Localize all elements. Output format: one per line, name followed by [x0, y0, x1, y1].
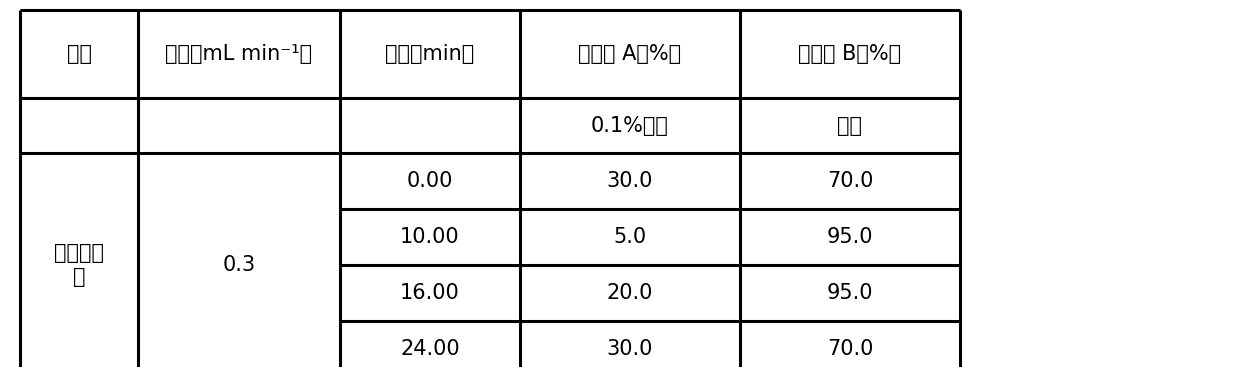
- Text: 24.00: 24.00: [401, 339, 460, 359]
- Text: 30.0: 30.0: [606, 171, 653, 191]
- Text: 流动相 B（%）: 流动相 B（%）: [799, 44, 901, 64]
- Text: 10.00: 10.00: [401, 227, 460, 247]
- Text: 时间（min）: 时间（min）: [386, 44, 475, 64]
- Text: 流速（mL min⁻¹）: 流速（mL min⁻¹）: [165, 44, 312, 64]
- Text: 70.0: 70.0: [827, 171, 873, 191]
- Text: 负离子模
式: 负离子模 式: [55, 243, 104, 287]
- Text: 0.3: 0.3: [222, 255, 255, 275]
- Text: 甲醇: 甲醇: [837, 116, 863, 135]
- Text: 序号: 序号: [67, 44, 92, 64]
- Text: 16.00: 16.00: [401, 283, 460, 303]
- Text: 0.1%氨水: 0.1%氨水: [591, 116, 668, 135]
- Text: 95.0: 95.0: [827, 283, 873, 303]
- Text: 0.00: 0.00: [407, 171, 453, 191]
- Text: 30.0: 30.0: [606, 339, 653, 359]
- Text: 5.0: 5.0: [614, 227, 646, 247]
- Text: 20.0: 20.0: [606, 283, 653, 303]
- Text: 流动相 A（%）: 流动相 A（%）: [578, 44, 682, 64]
- Text: 95.0: 95.0: [827, 227, 873, 247]
- Text: 70.0: 70.0: [827, 339, 873, 359]
